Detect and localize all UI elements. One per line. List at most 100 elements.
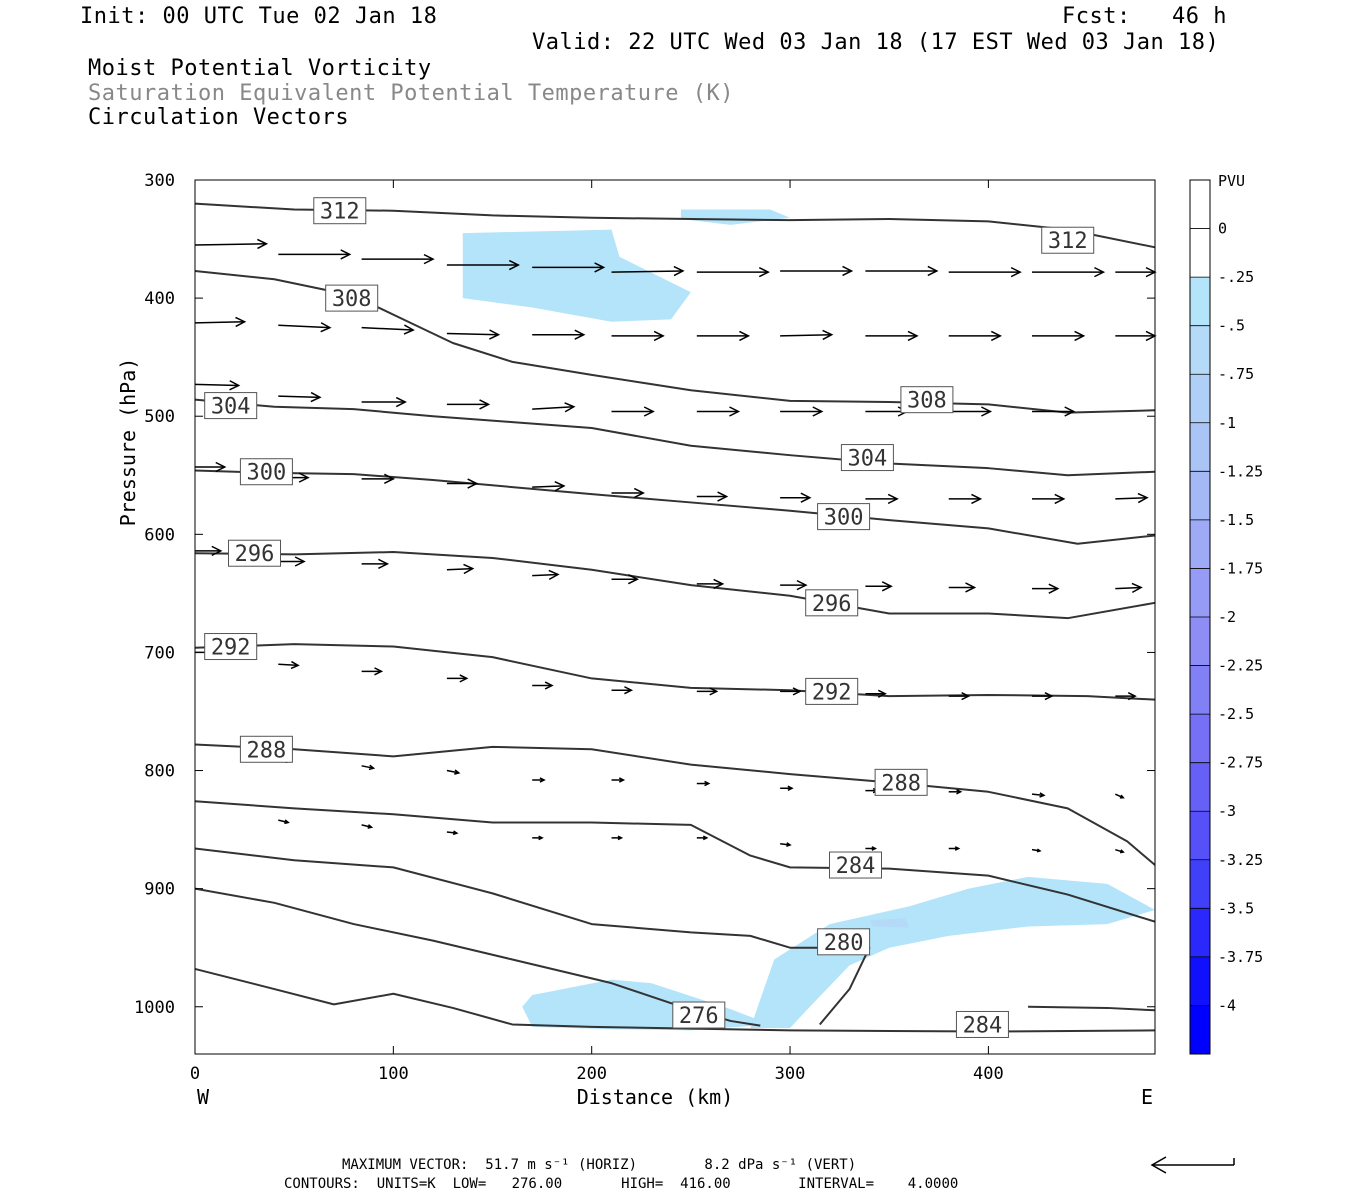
circulation-vector [532, 777, 546, 783]
contour-label-box [204, 633, 258, 661]
circulation-vector [195, 461, 227, 473]
theta-e-contour [1028, 1005, 1156, 1012]
contour-label-box [805, 677, 859, 705]
circulation-vector [865, 689, 887, 698]
contour-label: 276 [679, 1004, 719, 1029]
colorbar-swatch [1190, 471, 1210, 520]
circulation-vector [361, 396, 407, 408]
x-axis-west-label: W [197, 1085, 210, 1109]
circulation-vector [1031, 848, 1042, 853]
circulation-vector [532, 681, 554, 690]
colorbar-label: -1.75 [1218, 559, 1263, 577]
contour-label-layer: 312 312 308 308 304 304 300 300 296 296 292 292 288 2… [204, 197, 1095, 1038]
x-tick-label: 400 [973, 1064, 1004, 1084]
circulation-vector [1115, 691, 1137, 701]
contour-label: 288 [247, 738, 287, 763]
colorbar-swatch [1190, 180, 1210, 229]
contour-label: 296 [235, 542, 275, 567]
circulation-vector [1032, 406, 1076, 417]
y-tick-label: 300 [144, 171, 175, 191]
circulation-vector [948, 330, 1002, 342]
colorbar-swatch [1190, 665, 1210, 715]
circulation-vector [361, 824, 374, 829]
contour-label-box [874, 768, 928, 796]
circulation-vector [446, 769, 461, 775]
contour-label: 300 [824, 506, 864, 531]
circulation-vector [1115, 266, 1157, 278]
valid-time: Valid: 22 UTC Wed 03 Jan 18 (17 EST Wed … [532, 30, 1220, 55]
colorbar-label: -3.75 [1218, 948, 1263, 966]
colorbar-label: -3.25 [1218, 851, 1263, 869]
circulation-vector [1115, 848, 1125, 854]
colorbar-swatch [1190, 859, 1210, 909]
contour-label-box [817, 928, 871, 956]
circulation-vector [865, 265, 939, 277]
circulation-vector [532, 402, 576, 413]
x-tick-label: 200 [576, 1064, 607, 1084]
circulation-vector [780, 492, 812, 503]
colorbar-swatch [1190, 811, 1210, 860]
circulation-vector [446, 329, 501, 340]
contour-label: 292 [211, 636, 251, 661]
theta-e-contour [194, 643, 1156, 701]
contour-label: 300 [247, 461, 287, 486]
colorbar-label: 0 [1218, 220, 1227, 238]
circulation-vector [696, 687, 719, 696]
circulation-vector [948, 406, 993, 417]
circulation-vector [780, 406, 824, 417]
circulation-vector [865, 846, 878, 851]
mpv-shaded-region [750, 876, 1155, 1029]
contour-label: 308 [332, 287, 372, 312]
contour-label-box [204, 392, 258, 420]
colorbar-label: -.75 [1218, 365, 1254, 383]
circulation-vector [611, 835, 624, 841]
reference-vector-icon [1150, 1156, 1235, 1174]
colorbar-swatch [1190, 325, 1210, 375]
circulation-vector [780, 579, 808, 591]
contour-label-box [228, 539, 282, 567]
x-tick-label: 100 [378, 1064, 409, 1084]
colorbar-swatch [1190, 762, 1210, 812]
circulation-vector [948, 846, 961, 851]
x-tick-label: 300 [775, 1064, 806, 1084]
circulation-vector [696, 491, 729, 502]
circulation-vector [611, 777, 626, 783]
contour-label-box [239, 458, 293, 486]
contour-label-box [672, 1001, 726, 1029]
contour-label-box [955, 1010, 1009, 1038]
colorbar-swatch [1190, 374, 1210, 423]
x-axis-label: Distance (km) [577, 1085, 734, 1109]
circulation-vector [611, 265, 685, 277]
colorbar-label: -1 [1218, 414, 1236, 432]
contour-label-box [828, 851, 882, 879]
circulation-vector [611, 686, 634, 695]
contour-label: 284 [836, 854, 876, 879]
circulation-vector [948, 493, 983, 505]
circulation-vector [611, 330, 665, 342]
mpv-shaded-region [462, 229, 691, 322]
contour-label-box [325, 284, 379, 312]
y-tick-label: 1000 [134, 998, 175, 1018]
colorbar-label: -.25 [1218, 268, 1254, 286]
circulation-vector [194, 316, 247, 328]
y-tick-label: 800 [144, 762, 175, 782]
circulation-vector [446, 674, 469, 683]
circulation-vector [278, 391, 322, 403]
circulation-vector [532, 329, 586, 340]
colorbar-label: -1.5 [1218, 511, 1254, 529]
colorbar-swatch [1190, 422, 1210, 472]
circulation-vector [446, 399, 491, 410]
circulation-vector [780, 687, 802, 696]
circulation-vector [532, 481, 566, 492]
circulation-vector [865, 581, 893, 592]
colorbar-label: -2.25 [1218, 657, 1263, 675]
circulation-vector [1032, 266, 1106, 278]
circulation-vector [611, 406, 655, 417]
circulation-vector [780, 265, 854, 277]
circulation-vector [780, 842, 792, 847]
circulation-vector [1115, 492, 1149, 504]
axes-layer: 0 100 200 300 400 300 400 500 600 700 800 900 1000 Di… [116, 171, 1155, 1109]
circulation-vector [278, 322, 332, 333]
contour-label: 280 [824, 931, 864, 956]
contour-label-box [313, 197, 367, 225]
